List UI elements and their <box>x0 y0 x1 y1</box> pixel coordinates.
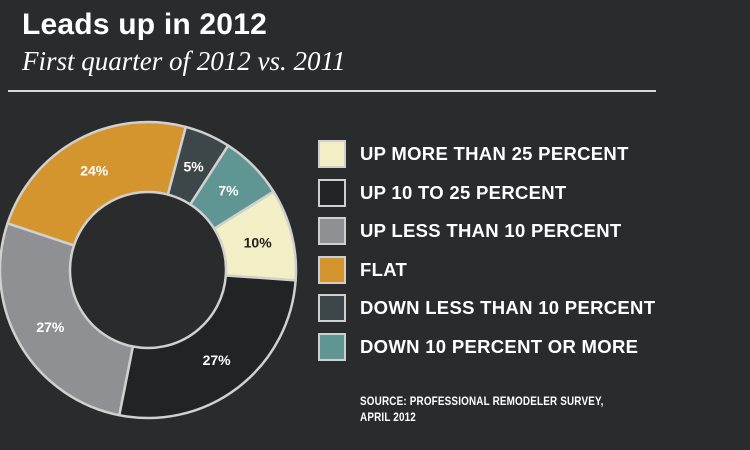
donut-chart: 10% 27% 27% 24% 5% 7% <box>0 120 298 420</box>
legend-swatch <box>318 332 346 361</box>
title-divider <box>8 90 656 92</box>
legend-swatch <box>318 217 346 246</box>
slice-value-label: 7% <box>218 183 239 199</box>
donut-slice <box>0 222 135 417</box>
source-line: APRIL 2012 <box>360 412 416 424</box>
legend-swatch <box>318 294 346 323</box>
legend-label: DOWN LESS THAN 10 PERCENT <box>360 297 656 319</box>
chart-subtitle: First quarter of 2012 vs. 2011 <box>22 46 346 76</box>
legend-swatch <box>318 178 346 207</box>
legend-swatch <box>318 255 346 284</box>
donut-slice <box>189 144 275 230</box>
source-note: SOURCE: PROFESSIONAL REMODELER SURVEY, A… <box>360 394 604 426</box>
donut-slice <box>118 274 297 420</box>
slice-value-label: 27% <box>203 352 232 368</box>
legend-item: DOWN LESS THAN 10 PERCENT <box>318 289 655 328</box>
chart-legend: UP MORE THAN 25 PERCENT UP 10 TO 25 PERC… <box>318 135 655 366</box>
legend-item: DOWN 10 PERCENT OR MORE <box>318 328 655 367</box>
slice-value-label: 10% <box>244 235 273 251</box>
legend-item: FLAT <box>318 251 655 290</box>
legend-label: UP 10 TO 25 PERCENT <box>360 181 567 203</box>
legend-item: UP LESS THAN 10 PERCENT <box>318 212 655 251</box>
legend-item: UP MORE THAN 25 PERCENT <box>318 135 655 174</box>
chart-title: Leads up in 2012 <box>22 8 267 41</box>
legend-label: UP LESS THAN 10 PERCENT <box>360 220 622 242</box>
slice-value-label: 24% <box>80 163 109 179</box>
legend-label: DOWN 10 PERCENT OR MORE <box>360 335 639 357</box>
slice-value-label: 5% <box>183 159 204 175</box>
legend-label: FLAT <box>360 258 408 280</box>
donut-slice <box>6 120 188 247</box>
legend-label: UP MORE THAN 25 PERCENT <box>360 143 629 165</box>
legend-item: UP 10 TO 25 PERCENT <box>318 174 655 213</box>
source-line: SOURCE: PROFESSIONAL REMODELER SURVEY, <box>360 396 604 408</box>
legend-swatch <box>318 140 346 169</box>
slice-value-label: 27% <box>36 319 65 335</box>
